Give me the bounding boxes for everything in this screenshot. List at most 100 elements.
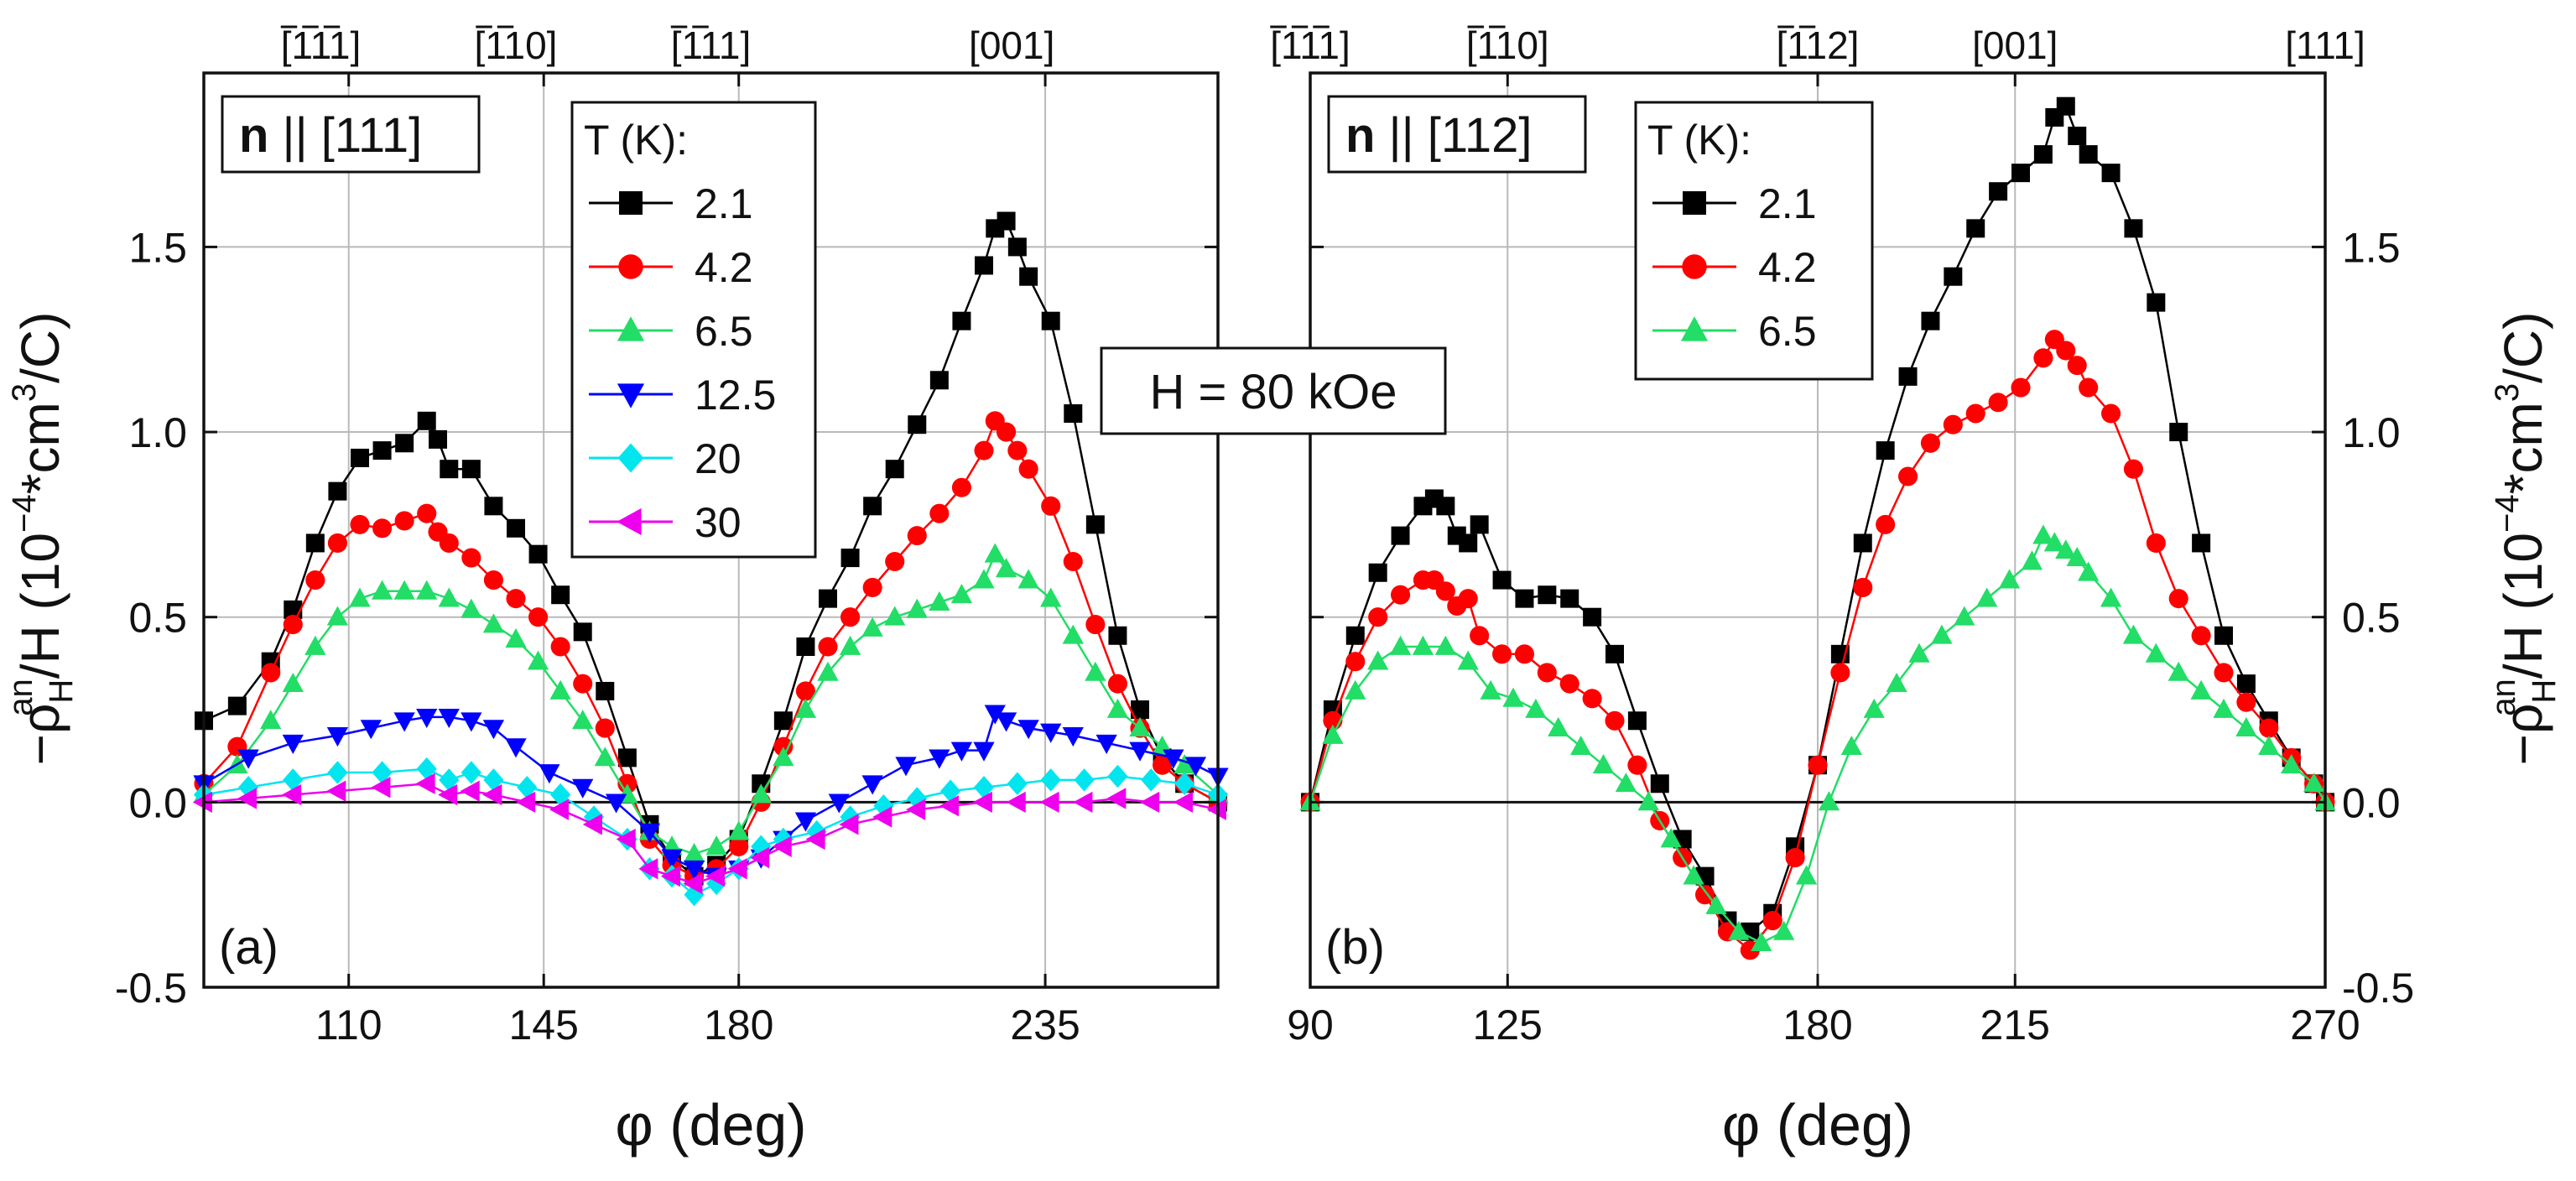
data-point (573, 674, 593, 694)
data-point (438, 783, 458, 806)
data-point (2011, 377, 2031, 398)
direction-label: [001] (969, 23, 1054, 67)
data-point (1184, 757, 1207, 777)
x-axis-title: φ (deg) (615, 1092, 806, 1158)
panel-title-box (1327, 95, 1587, 174)
data-point (1615, 773, 1637, 793)
x-tick-label: 145 (508, 1002, 578, 1048)
data-point (1954, 606, 1975, 626)
legend-marker (617, 443, 644, 473)
ylabel-suffix: *cm (10, 402, 70, 494)
data-point (1085, 515, 1105, 534)
data-point (1921, 311, 1940, 330)
data-point (1389, 635, 1412, 655)
data-point (528, 544, 548, 564)
data-point (1368, 607, 1388, 627)
legend-label: 4.2 (695, 244, 753, 291)
legend-label: 2.1 (695, 180, 753, 227)
field-label-text: H = 80 kOe (1150, 365, 1397, 419)
data-point (438, 708, 460, 729)
data-point (505, 627, 527, 648)
data-point (1064, 403, 1083, 423)
data-point (1436, 497, 1455, 516)
data-point (638, 823, 661, 843)
data-point (438, 587, 460, 607)
data-point (461, 598, 482, 618)
data-point (416, 708, 438, 729)
data-point (351, 448, 369, 467)
data-point (2079, 377, 2099, 398)
data-point (616, 828, 636, 851)
data-point (1367, 650, 1389, 670)
data-point (906, 799, 926, 820)
data-point (885, 460, 904, 479)
data-point (1908, 643, 1930, 663)
data-point (862, 577, 882, 597)
data-point (773, 711, 793, 731)
data-point (1345, 679, 1366, 700)
data-point (950, 741, 973, 762)
data-point (227, 696, 247, 715)
data-point (2145, 643, 2167, 663)
legend-marker (617, 383, 645, 408)
data-point (1106, 788, 1127, 809)
data-point (1063, 551, 1083, 572)
data-point (1515, 589, 1534, 608)
panel-letter: (b) (1325, 920, 1385, 975)
data-point (1944, 267, 1963, 286)
data-point (327, 761, 348, 784)
legend: T (K):2.1 4.2 6.5 12.5 20 30 (570, 101, 817, 559)
data-point (1007, 772, 1028, 796)
data-point (2236, 692, 2256, 712)
data-point (1412, 635, 1434, 655)
series-6.5 (193, 543, 1229, 863)
legend-marker (1680, 316, 1709, 341)
data-point (2281, 754, 2303, 774)
data-point (2214, 663, 2234, 683)
data-point (1762, 911, 1782, 931)
series-4.2 (1300, 330, 2335, 960)
data-point (1605, 710, 1625, 731)
data-point (549, 679, 571, 700)
data-point (1514, 644, 1534, 664)
data-point (2167, 661, 2189, 681)
data-point (1965, 403, 1985, 424)
data-point (2213, 698, 2235, 718)
ylabel-sup: an (3, 679, 39, 716)
data-point (516, 791, 536, 814)
data-point (940, 779, 961, 803)
data-point (305, 570, 325, 590)
series-4.2 (194, 411, 1228, 887)
data-point (660, 865, 680, 887)
panel-title: n || [112] (1327, 95, 1587, 174)
data-point (573, 622, 592, 642)
data-point (1898, 367, 1918, 386)
panel-title: n || [111] (221, 95, 481, 174)
y-tick-label: 0.5 (128, 595, 187, 642)
data-point (2169, 423, 2188, 442)
data-point (1017, 720, 1039, 740)
svg-text:−ρHan/H (10−4*cm3/C): −ρHan/H (10−4*cm3/C) (3, 312, 80, 766)
data-point (482, 613, 505, 633)
data-point (997, 211, 1016, 231)
data-point (550, 783, 571, 807)
legend-label: 6.5 (695, 308, 753, 355)
data-point (1073, 791, 1093, 814)
x-tick-label: 180 (704, 1002, 773, 1048)
data-point (2066, 546, 2088, 566)
data-point (795, 681, 815, 701)
data-point (1345, 652, 1366, 672)
data-point (1728, 920, 1750, 940)
data-point (997, 422, 1017, 442)
data-point (2056, 96, 2075, 116)
direction-label: [111] (1270, 23, 1350, 67)
data-point (1435, 581, 1455, 601)
legend-marker (1682, 254, 1707, 279)
series-2.1 (195, 211, 1227, 886)
data-point (439, 533, 459, 553)
data-point (484, 497, 503, 516)
panel-a: 110 145 180 235 -0.5 0.0 0.5 1.0 1.5 [111] [110] [1… (115, 23, 1229, 1158)
data-point (1989, 182, 2008, 201)
x-tick-label: 90 (1287, 1002, 1334, 1048)
data-point (1007, 440, 1028, 460)
